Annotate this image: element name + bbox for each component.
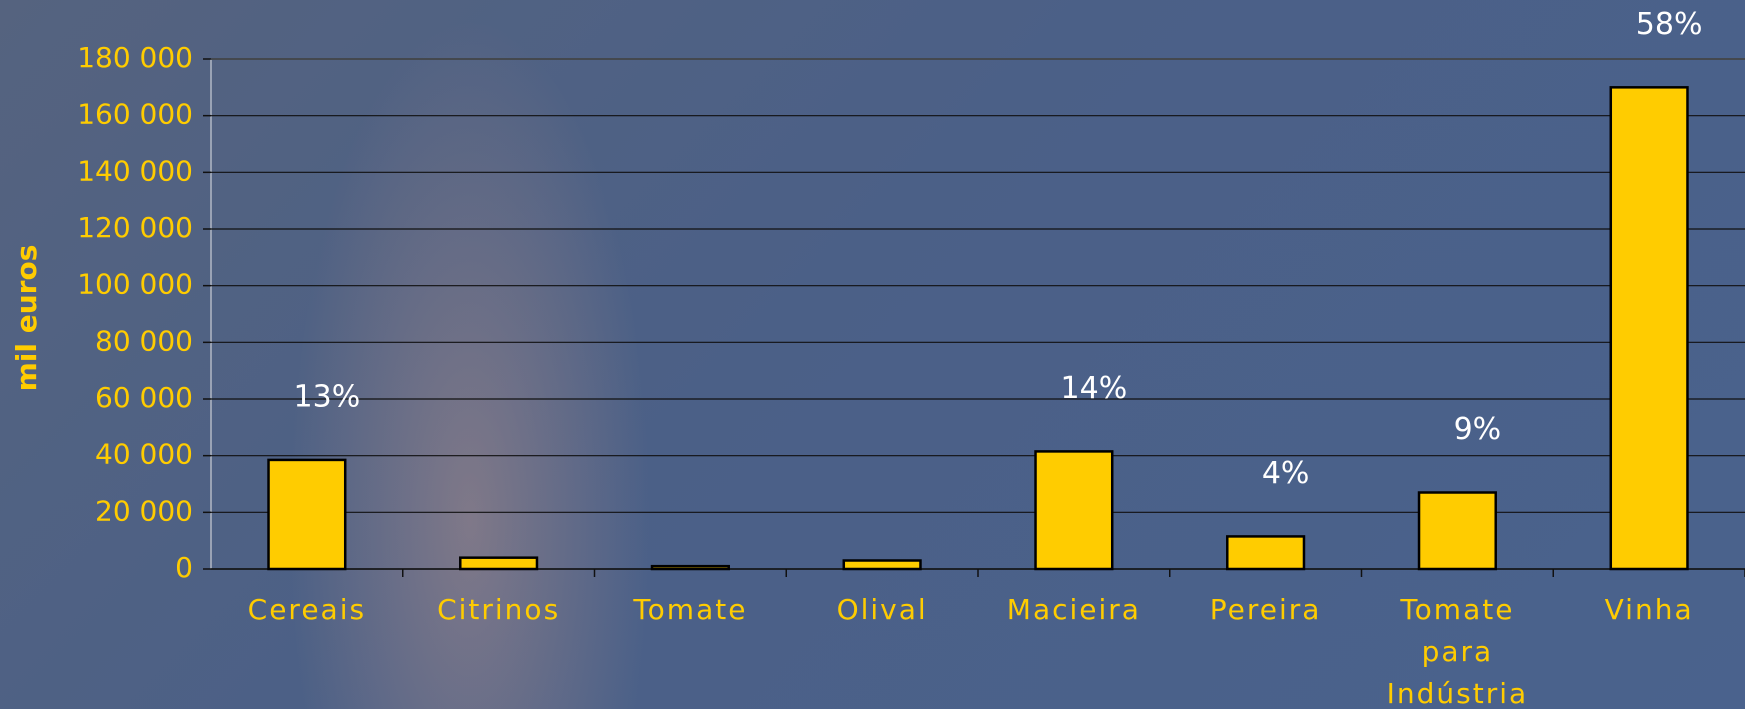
y-axis-title: mil euros <box>10 245 43 392</box>
y-tick-label: 20 000 <box>95 494 193 527</box>
share-label: 9% <box>1454 412 1502 447</box>
share-label: 14% <box>1061 371 1128 406</box>
share-label: 4% <box>1262 456 1310 491</box>
y-tick-label: 40 000 <box>95 438 193 471</box>
bar <box>1034 450 1114 571</box>
share-label: 58% <box>1636 7 1703 42</box>
x-tick-label: Citrinos <box>437 593 561 626</box>
y-tick-label: 120 000 <box>77 211 193 244</box>
x-tick-label: Tomate para Indústria <box>1386 593 1529 710</box>
x-tick-label: Vinha <box>1604 593 1694 626</box>
bar <box>267 458 347 571</box>
bar <box>1226 535 1306 571</box>
x-tick-label: Pereira <box>1209 593 1322 626</box>
y-tick-label: 60 000 <box>95 381 193 414</box>
y-tick-label: 180 000 <box>77 41 193 74</box>
share-label: 13% <box>294 379 361 414</box>
y-tick-label: 160 000 <box>77 98 193 131</box>
x-tick-label: Olival <box>836 593 928 626</box>
y-tick-label: 140 000 <box>77 154 193 187</box>
bar <box>1609 86 1689 571</box>
y-tick-label: 80 000 <box>95 324 193 357</box>
y-tick-label: 100 000 <box>77 268 193 301</box>
y-tick-label: 0 <box>175 551 193 584</box>
x-tick-label: Cereais <box>247 593 367 626</box>
bar <box>459 556 539 571</box>
bar <box>842 559 922 571</box>
x-tick-label: Tomate <box>633 593 748 626</box>
bar <box>1417 491 1497 571</box>
x-tick-label: Macieira <box>1006 593 1141 626</box>
bar <box>650 564 730 571</box>
